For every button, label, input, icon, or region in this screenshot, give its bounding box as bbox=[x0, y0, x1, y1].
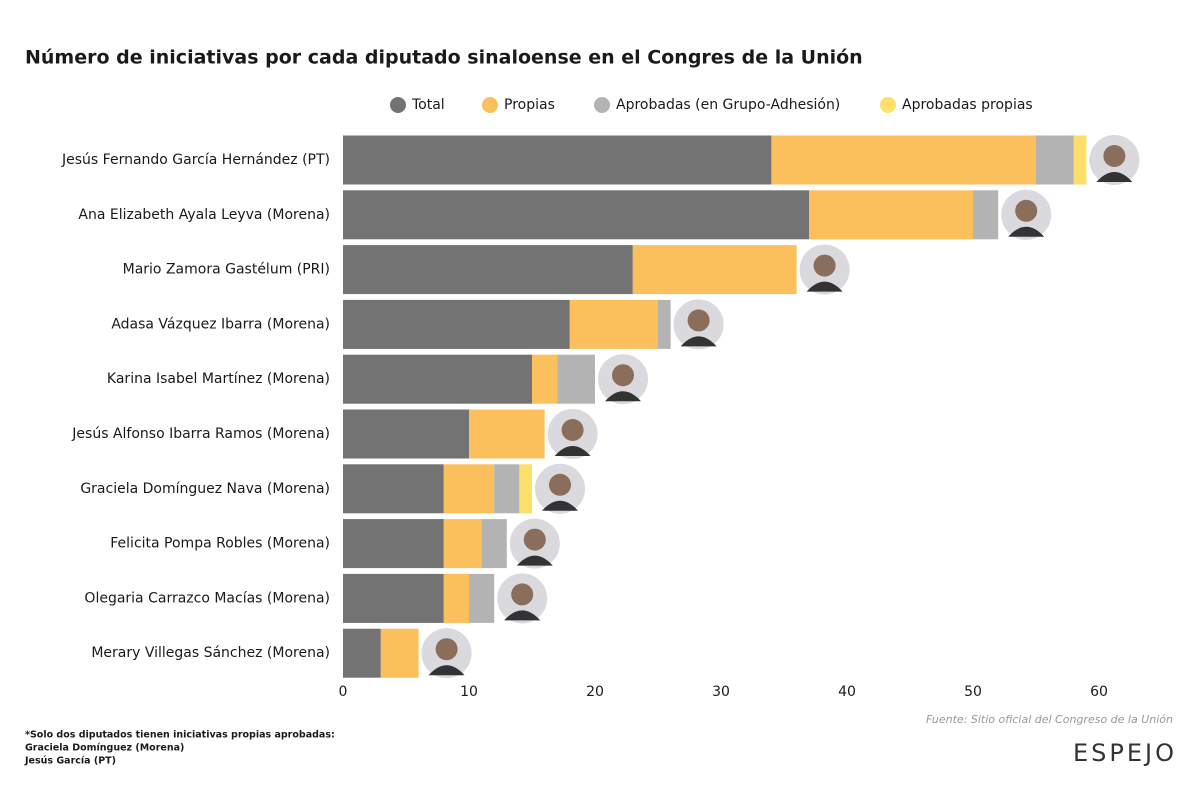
bar-segment bbox=[569, 299, 658, 349]
photo-head bbox=[813, 254, 836, 277]
legend-marker bbox=[482, 97, 498, 113]
footnote: Jesús García (PT) bbox=[24, 756, 116, 767]
photo-body bbox=[605, 391, 641, 402]
photo-body bbox=[504, 610, 541, 621]
bar-segment bbox=[443, 573, 469, 623]
bar-segment bbox=[973, 190, 999, 240]
footnote: Graciela Domínguez (Morena) bbox=[25, 743, 184, 754]
category-label: Karina Isabel Martínez (Morena) bbox=[107, 371, 330, 387]
photo-body bbox=[428, 665, 465, 676]
photo-head bbox=[687, 309, 710, 332]
x-tick-label: 30 bbox=[712, 684, 730, 700]
photo-body bbox=[554, 446, 591, 456]
category-label: Ana Elizabeth Ayala Leyva (Morena) bbox=[78, 207, 330, 223]
chart-title: Número de iniciativas por cada diputado … bbox=[25, 47, 863, 69]
bar-segment bbox=[557, 354, 595, 404]
photo-head bbox=[1103, 145, 1126, 167]
category-label: Olegaria Carrazco Macías (Morena) bbox=[84, 590, 330, 606]
photo-head bbox=[561, 419, 584, 441]
bar-segment bbox=[1073, 135, 1087, 185]
x-tick-label: 0 bbox=[339, 684, 348, 700]
photo-head bbox=[511, 583, 534, 606]
bar-segment bbox=[469, 573, 495, 623]
bar-segment bbox=[443, 464, 495, 514]
bar-segment bbox=[343, 628, 381, 678]
logo: ESPEJO bbox=[1073, 739, 1177, 767]
photo-body bbox=[680, 336, 717, 347]
x-tick-label: 20 bbox=[586, 684, 604, 700]
bar-segment bbox=[494, 464, 520, 514]
bar-segment bbox=[343, 573, 444, 623]
photo-body bbox=[516, 555, 553, 566]
photo-head bbox=[612, 364, 634, 387]
footnote: *Solo dos diputados tienen iniciativas p… bbox=[25, 730, 335, 741]
bar-segment bbox=[481, 519, 507, 569]
legend-marker bbox=[880, 97, 896, 113]
bar-segment bbox=[343, 464, 444, 514]
photo-body bbox=[542, 500, 578, 511]
bar-segment bbox=[532, 354, 558, 404]
bar-segment bbox=[519, 464, 532, 514]
bar-segment bbox=[443, 519, 482, 569]
legend-label: Total bbox=[411, 97, 445, 113]
photo-body bbox=[806, 281, 843, 292]
photo-head bbox=[523, 528, 546, 551]
photo-body bbox=[1008, 226, 1045, 237]
bar-segment bbox=[469, 409, 545, 459]
bar-segment bbox=[343, 354, 532, 404]
legend-marker bbox=[390, 97, 406, 113]
bar-segment bbox=[343, 135, 772, 185]
legend-label: Propias bbox=[504, 97, 555, 113]
x-tick-label: 60 bbox=[1090, 684, 1108, 700]
bar-segment bbox=[809, 190, 973, 240]
category-label: Graciela Domínguez Nava (Morena) bbox=[80, 481, 330, 497]
bar-segment bbox=[658, 299, 671, 349]
bar-segment bbox=[343, 299, 570, 349]
category-label: Jesús Fernando García Hernández (PT) bbox=[61, 152, 330, 168]
x-tick-label: 50 bbox=[964, 684, 982, 700]
photo-head bbox=[435, 638, 458, 661]
photo-head bbox=[1015, 199, 1038, 222]
legend-label: Aprobadas (en Grupo-Adhesión) bbox=[616, 97, 840, 113]
source: Fuente: Sitio oficial del Congreso de la… bbox=[926, 713, 1173, 726]
category-label: Merary Villegas Sánchez (Morena) bbox=[91, 645, 330, 661]
bar-segment bbox=[343, 409, 469, 459]
category-label: Adasa Vázquez Ibarra (Morena) bbox=[111, 316, 330, 332]
bar-segment bbox=[343, 190, 810, 240]
photo-head bbox=[549, 473, 571, 496]
bar-segment bbox=[632, 245, 797, 295]
legend-label: Aprobadas propias bbox=[902, 97, 1033, 113]
bar-segment bbox=[380, 628, 419, 678]
category-label: Felicita Pompa Robles (Morena) bbox=[110, 536, 330, 552]
x-tick-label: 10 bbox=[460, 684, 478, 700]
x-tick-label: 40 bbox=[838, 684, 856, 700]
legend-marker bbox=[594, 97, 610, 113]
bar-segment bbox=[1036, 135, 1074, 185]
bar-segment bbox=[771, 135, 1036, 185]
bar-segment bbox=[343, 245, 633, 295]
photo-body bbox=[1096, 172, 1133, 182]
category-label: Mario Zamora Gastélum (PRI) bbox=[123, 262, 330, 278]
bar-segment bbox=[343, 519, 444, 569]
category-label: Jesús Alfonso Ibarra Ramos (Morena) bbox=[71, 426, 330, 442]
